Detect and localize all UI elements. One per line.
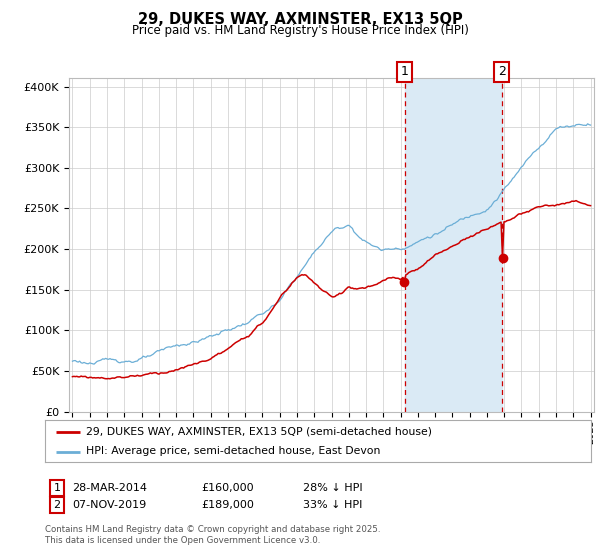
Text: Contains HM Land Registry data © Crown copyright and database right 2025.
This d: Contains HM Land Registry data © Crown c… [45, 525, 380, 545]
Text: HPI: Average price, semi-detached house, East Devon: HPI: Average price, semi-detached house,… [86, 446, 380, 456]
Text: 1: 1 [53, 483, 61, 493]
Text: 29, DUKES WAY, AXMINSTER, EX13 5QP (semi-detached house): 29, DUKES WAY, AXMINSTER, EX13 5QP (semi… [86, 427, 432, 437]
Text: 28% ↓ HPI: 28% ↓ HPI [303, 483, 362, 493]
Text: 07-NOV-2019: 07-NOV-2019 [72, 500, 146, 510]
Text: £160,000: £160,000 [201, 483, 254, 493]
Text: 29, DUKES WAY, AXMINSTER, EX13 5QP: 29, DUKES WAY, AXMINSTER, EX13 5QP [137, 12, 463, 27]
Text: 2: 2 [497, 66, 506, 78]
Bar [405, 78, 502, 412]
Text: £189,000: £189,000 [201, 500, 254, 510]
Text: 28-MAR-2014: 28-MAR-2014 [72, 483, 147, 493]
Text: 33% ↓ HPI: 33% ↓ HPI [303, 500, 362, 510]
Text: Price paid vs. HM Land Registry's House Price Index (HPI): Price paid vs. HM Land Registry's House … [131, 24, 469, 36]
Text: 2: 2 [53, 500, 61, 510]
Text: 1: 1 [401, 66, 409, 78]
